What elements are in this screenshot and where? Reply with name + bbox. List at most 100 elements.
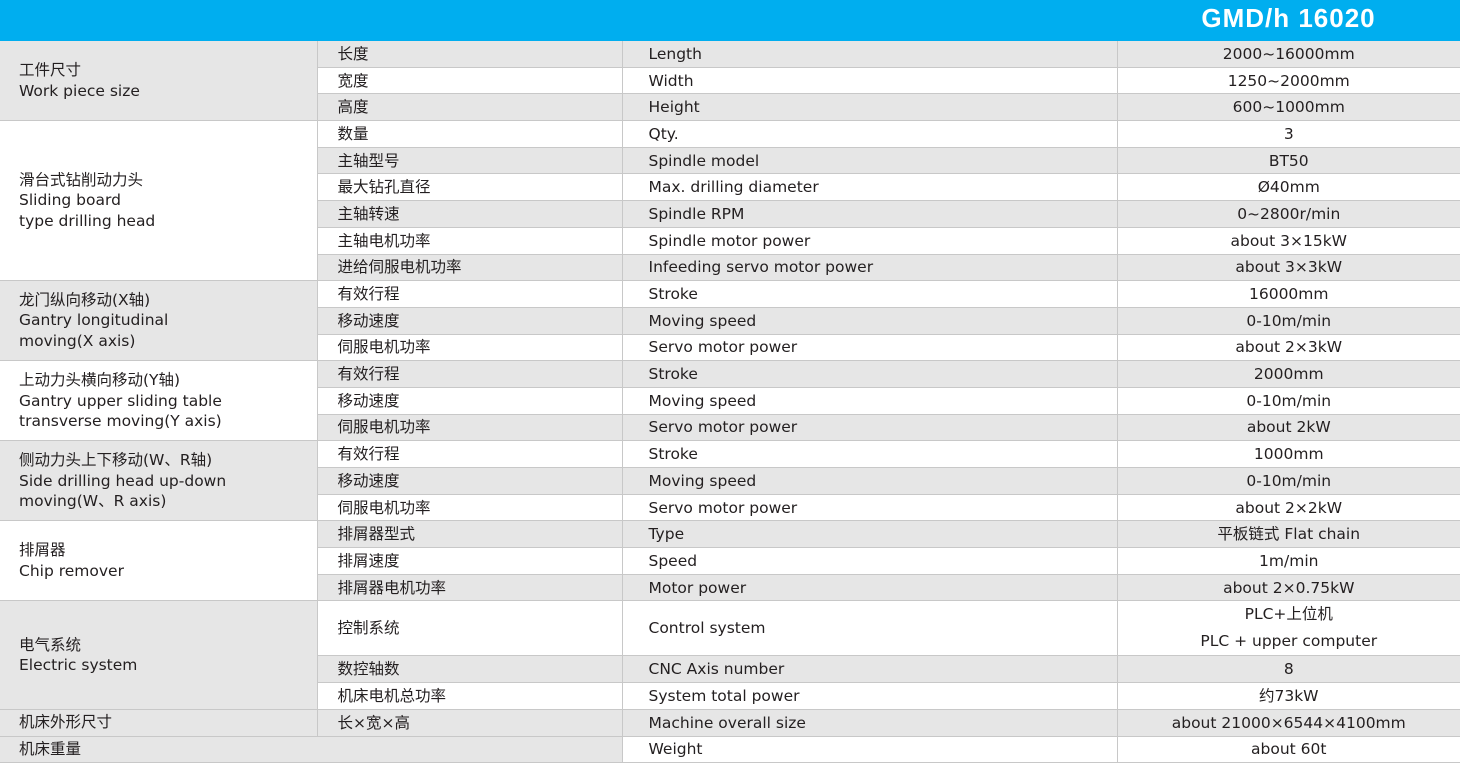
group-label: 上动力头横向移动(Y轴) Gantry upper sliding table tr… [0,360,318,442]
value-line: 0~2800r/min [1237,204,1341,223]
param-en: Moving speed [622,467,1118,495]
group-label-en: moving(W、R axis) [19,492,167,511]
value-line: PLC+上位机 [1244,605,1333,624]
param-zh: 有效行程 [317,360,623,388]
group-label: 机床外形尺寸 [0,709,318,737]
param-zh: 数量 [317,120,623,148]
param-en: Height [622,93,1118,122]
group-label-zh: 上动力头横向移动(Y轴) [19,371,181,390]
param-zh: 主轴转速 [317,200,623,228]
value-line: 8 [1283,660,1294,679]
group-label: 机床重量 [0,736,623,764]
param-zh: 伺服电机功率 [317,494,623,522]
value-line: 0-10m/min [1246,471,1332,490]
param-zh: 进给伺服电机功率 [317,254,623,282]
group-label: 工件尺寸 Work piece size [0,41,318,122]
table-row: 机床重量 Weight about 60t [0,736,1460,764]
group-label: 龙门纵向移动(X轴) Gantry longitudinal moving(X ax… [0,280,318,362]
param-value: 600~1000mm [1117,93,1460,122]
group-label: 排屑器 Chip remover [0,520,318,602]
param-zh: 长度 [317,41,623,68]
table-row: 电气系统 Electric system 控制系统 Control system PLC… [0,600,1460,710]
param-en: Spindle motor power [622,227,1118,255]
param-value: about 2×3kW [1117,334,1460,362]
param-en: Infeeding servo motor power [622,254,1118,282]
param-en: Stroke [622,360,1118,388]
value-line: 约73kW [1258,686,1319,705]
value-line: 0-10m/min [1246,311,1332,330]
param-zh: 排屑速度 [317,547,623,575]
param-en: Stroke [622,280,1118,308]
param-zh: 机床电机总功率 [317,682,623,710]
param-value: about 2kW [1117,414,1460,442]
group-label: 电气系统 Electric system [0,600,318,710]
param-en: Spindle RPM [622,200,1118,228]
value-line: about 3×15kW [1230,231,1348,250]
value-line-2: PLC + upper computer [1200,632,1378,651]
param-en: Max. drilling diameter [622,173,1118,202]
table-row: 机床外形尺寸 长×宽×高 Machine overall size about 210… [0,709,1460,737]
table-row: 主轴型号 Spindle model BT50 [0,147,1460,175]
value-line: 3 [1283,124,1294,143]
table-row: 伺服电机功率 Servo motor power about 2kW [0,414,1460,442]
table-row: 机床电机总功率 System total power 约73kW [0,682,1460,710]
param-value: 0-10m/min [1117,387,1460,415]
param-en: Width [622,67,1118,95]
param-zh: 排屑器电机功率 [317,574,623,602]
table-row: 排屑器电机功率 Motor power about 2×0.75kW [0,574,1460,602]
table-row: 龙门纵向移动(X轴) Gantry longitudinal moving(X ax… [0,280,1460,362]
value-line: 1250~2000mm [1227,71,1350,90]
param-zh: 最大钻孔直径 [317,173,623,202]
param-en: Qty. [622,120,1118,148]
param-zh: 排屑器型式 [317,520,623,549]
group-label-en: Chip remover [19,561,124,580]
group-label: 滑台式钻削动力头 Sliding board type drilling head [0,120,318,282]
table-row: 伺服电机功率 Servo motor power about 2×3kW [0,334,1460,362]
table-row: 排屑速度 Speed 1m/min [0,547,1460,575]
group-label: 侧动力头上下移动(W、R轴) Side drilling head up-down… [0,440,318,522]
table-row: 主轴电机功率 Spindle motor power about 3×15kW [0,227,1460,255]
value-line: 0-10m/min [1246,391,1332,410]
param-value: 约73kW [1117,682,1460,710]
spec-table: 工件尺寸 Work piece size 长度 Length 2000~16000mm 宽… [0,41,1460,764]
param-en: Servo motor power [622,494,1118,522]
value-line: about 60t [1251,740,1327,759]
value-line: about 2×0.75kW [1223,578,1355,597]
param-value: about 2×0.75kW [1117,574,1460,602]
group-label-zh: 机床外形尺寸 [19,713,113,732]
group-label-en: Gantry upper sliding table [19,391,222,410]
param-value: about 2×2kW [1117,494,1460,522]
param-value: PLC+上位机 PLC + upper computer [1117,600,1460,657]
table-row: 主轴转速 Spindle RPM 0~2800r/min [0,200,1460,228]
table-row: 移动速度 Moving speed 0-10m/min [0,307,1460,335]
table-row: 高度 Height 600~1000mm [0,93,1460,122]
param-value: about 60t [1117,736,1460,764]
value-line: about 2×3kW [1235,338,1343,357]
group-label-en: Electric system [19,656,138,675]
table-row: 移动速度 Moving speed 0-10m/min [0,467,1460,495]
group-label-zh: 滑台式钻削动力头 [19,170,144,189]
param-zh: 高度 [317,93,623,122]
param-value: 1000mm [1117,440,1460,468]
param-value: 0~2800r/min [1117,200,1460,228]
param-en: Moving speed [622,307,1118,335]
param-zh: 移动速度 [317,387,623,415]
param-en: Weight [622,736,1118,764]
table-row: 移动速度 Moving speed 0-10m/min [0,387,1460,415]
model-title: GMD/h 16020 [1201,3,1376,33]
group-label-en: type drilling head [19,211,156,230]
param-en: Length [622,41,1118,68]
group-label-en: moving(X axis) [19,331,136,350]
param-value: 2000~16000mm [1117,41,1460,68]
param-value: 3 [1117,120,1460,148]
group-label-en: transverse moving(Y axis) [19,412,222,431]
param-en: Machine overall size [622,709,1118,737]
param-value: 2000mm [1117,360,1460,388]
param-value: Ø40mm [1117,173,1460,202]
group-label-en: Sliding board [19,191,121,210]
table-row: 伺服电机功率 Servo motor power about 2×2kW [0,494,1460,522]
value-line: 1m/min [1259,551,1319,570]
group-label-zh: 工件尺寸 [19,61,82,80]
param-value: about 21000×6544×4100mm [1117,709,1460,737]
param-zh: 数控轴数 [317,655,623,684]
